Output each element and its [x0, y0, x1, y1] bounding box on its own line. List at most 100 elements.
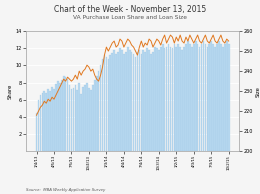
Bar [129, 50, 131, 151]
Bar [121, 50, 123, 151]
Bar [168, 44, 169, 151]
Bar [203, 41, 204, 151]
Bar [119, 48, 121, 151]
Bar [158, 50, 160, 151]
Text: VA Purchase Loan Share and Loan Size: VA Purchase Loan Share and Loan Size [73, 15, 187, 20]
Bar [144, 52, 146, 151]
Bar [140, 54, 142, 151]
Bar [222, 47, 224, 151]
Bar [47, 89, 49, 151]
Bar [181, 50, 183, 151]
Bar [67, 79, 68, 151]
Bar [106, 57, 107, 151]
Bar [170, 47, 171, 151]
Bar [59, 83, 61, 151]
Bar [123, 54, 125, 151]
Bar [150, 54, 152, 151]
Bar [214, 47, 216, 151]
Bar [195, 41, 197, 151]
Bar [92, 85, 94, 151]
Bar [113, 50, 115, 151]
Bar [80, 94, 82, 151]
Bar [90, 90, 92, 151]
Bar [96, 76, 98, 151]
Bar [187, 41, 189, 151]
Bar [76, 90, 78, 151]
Bar [146, 48, 148, 151]
Bar [210, 41, 212, 151]
Bar [160, 47, 161, 151]
Bar [63, 76, 64, 151]
Bar [162, 44, 164, 151]
Bar [125, 52, 127, 151]
Bar [127, 47, 129, 151]
Bar [164, 48, 165, 151]
Bar [43, 91, 45, 151]
Bar [224, 44, 226, 151]
Bar [40, 95, 41, 151]
Bar [139, 50, 140, 151]
Bar [216, 44, 218, 151]
Bar [131, 52, 132, 151]
Bar [65, 77, 67, 151]
Bar [53, 89, 55, 151]
Bar [49, 91, 51, 151]
Bar [42, 93, 43, 151]
Bar [133, 54, 134, 151]
Bar [220, 44, 222, 151]
Bar [199, 47, 200, 151]
Bar [156, 48, 158, 151]
Bar [142, 50, 144, 151]
Bar [55, 84, 57, 151]
Bar [176, 47, 177, 151]
Bar [46, 93, 47, 151]
Bar [100, 65, 101, 151]
Bar [79, 83, 80, 151]
Bar [212, 44, 214, 151]
Bar [135, 57, 136, 151]
Text: Source:  MBA Weekly Application Survey: Source: MBA Weekly Application Survey [26, 188, 105, 192]
Bar [189, 44, 191, 151]
Y-axis label: Size: Size [256, 86, 260, 97]
Bar [191, 47, 193, 151]
Bar [51, 87, 53, 151]
Bar [228, 44, 230, 151]
Bar [148, 50, 150, 151]
Bar [102, 59, 103, 151]
Bar [73, 88, 74, 151]
Bar [206, 47, 208, 151]
Bar [88, 88, 90, 151]
Bar [179, 47, 181, 151]
Bar [75, 85, 76, 151]
Bar [38, 100, 39, 151]
Bar [94, 80, 96, 151]
Bar [117, 52, 119, 151]
Bar [177, 44, 179, 151]
Bar [98, 71, 100, 151]
Bar [185, 44, 187, 151]
Bar [154, 47, 156, 151]
Bar [69, 85, 70, 151]
Bar [136, 52, 138, 151]
Bar [71, 89, 72, 151]
Bar [82, 87, 84, 151]
Bar [201, 44, 202, 151]
Bar [193, 44, 194, 151]
Bar [84, 85, 86, 151]
Bar [183, 47, 185, 151]
Y-axis label: Share: Share [8, 83, 13, 99]
Bar [108, 59, 109, 151]
Bar [86, 83, 88, 151]
Bar [61, 80, 63, 151]
Bar [166, 47, 167, 151]
Bar [218, 41, 220, 151]
Bar [57, 81, 59, 151]
Bar [197, 44, 198, 151]
Bar [115, 54, 117, 151]
Bar [226, 41, 228, 151]
Bar [173, 44, 175, 151]
Bar [152, 52, 154, 151]
Bar [109, 55, 111, 151]
Bar [104, 55, 105, 151]
Bar [209, 44, 210, 151]
